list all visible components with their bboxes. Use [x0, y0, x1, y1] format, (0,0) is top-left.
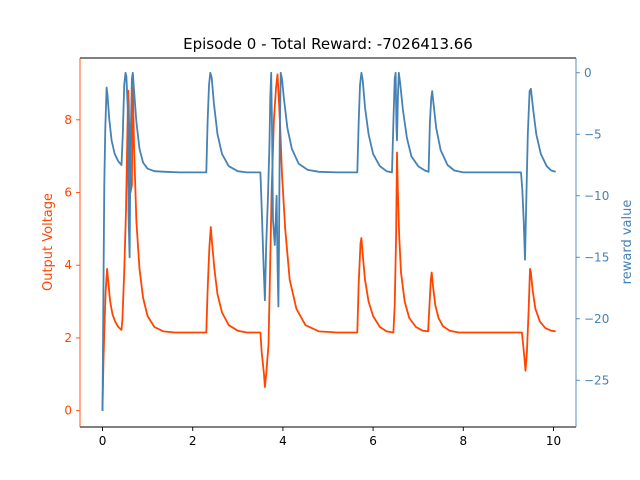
right-tick-label: −25	[584, 373, 609, 387]
left-tick-label: 0	[64, 404, 72, 418]
left-axis-label: Output Voltage	[41, 193, 56, 291]
x-tick-label: 8	[459, 434, 467, 448]
plot-frame	[79, 57, 577, 428]
right-tick-label: −5	[584, 127, 602, 141]
series-group	[101, 71, 556, 412]
left-axis-ticks: 0 2 4 6 8	[64, 113, 80, 418]
x-tick-label: 4	[279, 434, 287, 448]
x-axis-ticks: 0 2 4 6 8 10	[99, 427, 561, 448]
x-tick-label: 6	[369, 434, 377, 448]
right-axis-label: reward value	[620, 200, 635, 285]
right-tick-label: −10	[584, 189, 609, 203]
series-line-reward-value	[101, 71, 556, 412]
left-tick-label: 8	[64, 113, 72, 127]
left-tick-label: 6	[64, 186, 72, 200]
chart-title: Episode 0 - Total Reward: -7026413.66	[183, 35, 473, 53]
x-tick-label: 2	[189, 434, 197, 448]
left-tick-label: 4	[64, 258, 72, 272]
x-tick-label: 10	[546, 434, 561, 448]
x-tick-label: 0	[99, 434, 107, 448]
right-tick-label: −20	[584, 312, 609, 326]
right-tick-label: 0	[584, 66, 592, 80]
right-axis-ticks: 0 −5 −10 −15 −20 −25	[576, 66, 609, 387]
series-line-output-voltage	[101, 73, 556, 411]
left-tick-label: 2	[64, 331, 72, 345]
right-tick-label: −15	[584, 250, 609, 264]
